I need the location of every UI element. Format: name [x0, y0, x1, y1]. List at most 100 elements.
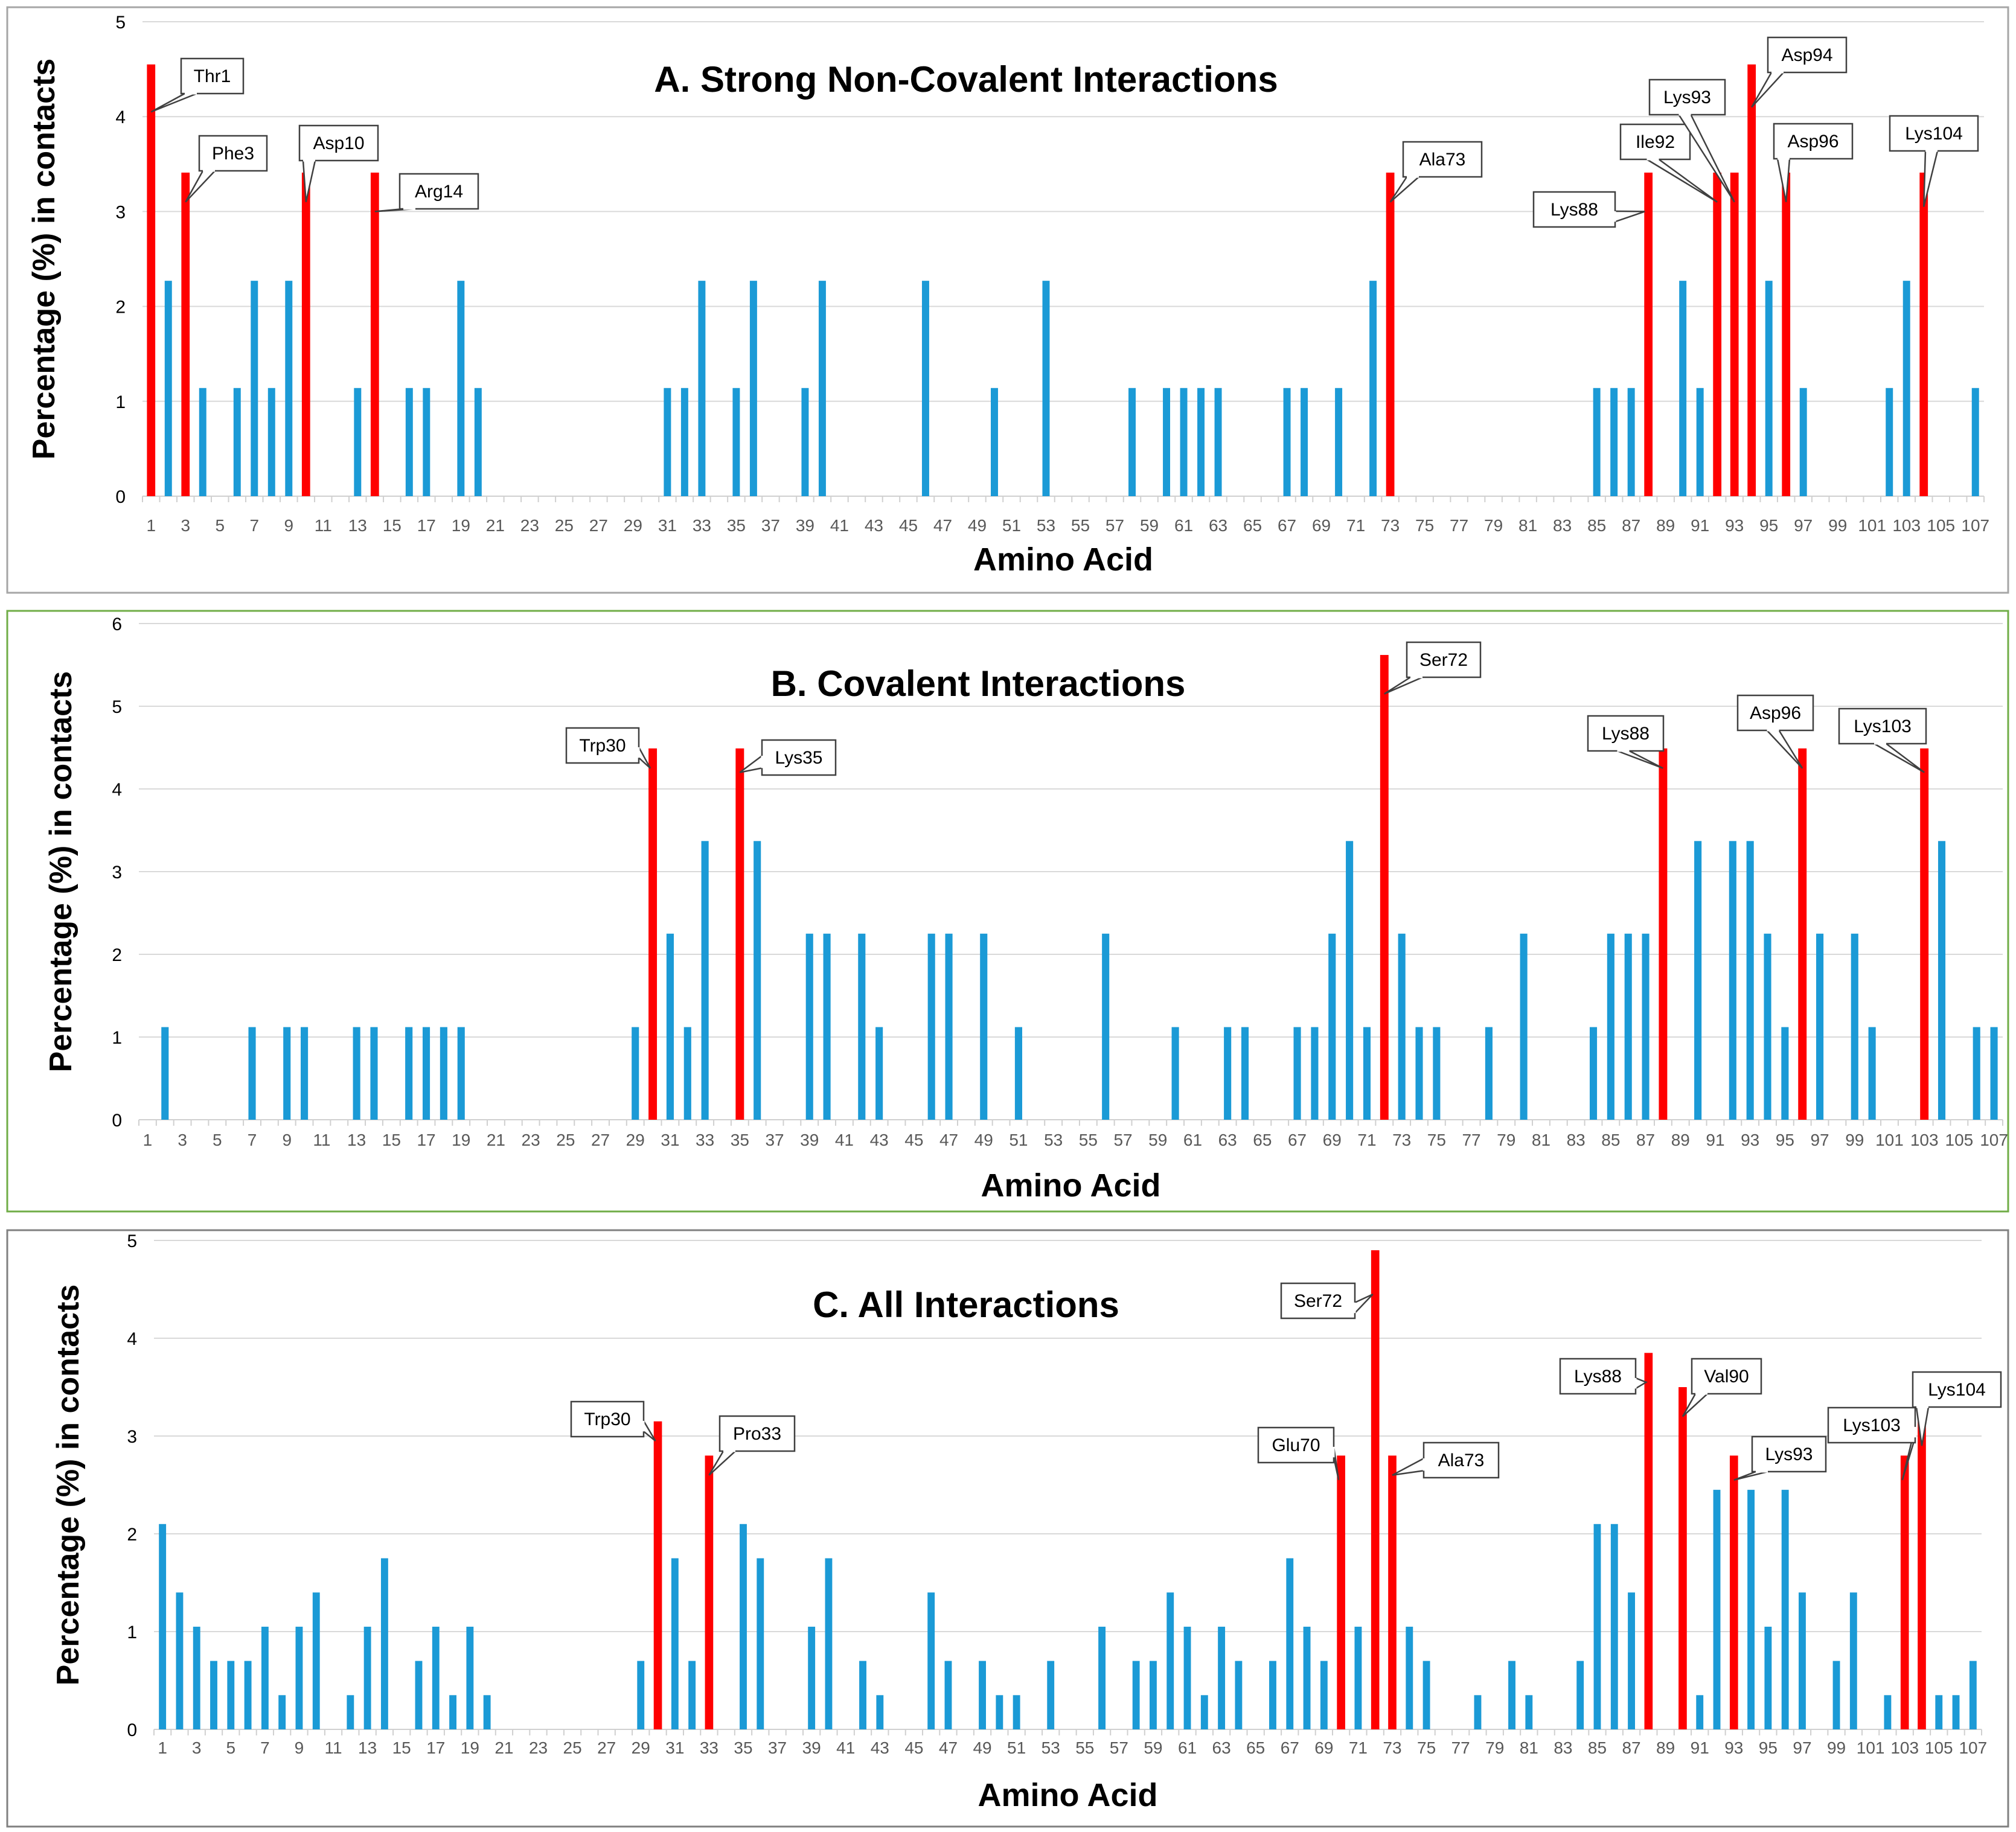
callout-label: Lys104: [1928, 1380, 1986, 1400]
highlight-bar: [1371, 1250, 1380, 1729]
data-bar: [1163, 388, 1171, 496]
data-bar: [301, 1027, 309, 1120]
data-bar: [996, 1695, 1003, 1729]
callout-pointer: [1389, 176, 1421, 203]
x-tick-label: 87: [1622, 516, 1640, 535]
data-bar: [457, 281, 465, 496]
data-bar: [1781, 1490, 1789, 1729]
callout-lys35: Lys35: [739, 739, 837, 776]
x-tick-label: 33: [700, 1738, 718, 1757]
x-tick-label: 1: [143, 1131, 153, 1149]
x-axis-title: Amino Acid: [978, 1777, 1157, 1813]
data-bar: [1589, 1027, 1598, 1120]
highlight-bar: [1730, 172, 1739, 496]
data-bar: [1235, 1661, 1243, 1729]
callout-box: [1767, 36, 1848, 74]
x-tick-label: 47: [939, 1131, 958, 1149]
x-tick-label: 75: [1417, 1738, 1436, 1757]
callout-label: Lys88: [1550, 200, 1598, 220]
callout-thr1: Thr1: [150, 57, 245, 113]
x-tick-label: 51: [1009, 1131, 1028, 1149]
data-bar: [1610, 388, 1618, 496]
callout-pointer: [1765, 729, 1803, 769]
x-tick-label: 57: [1106, 516, 1124, 535]
callout-label: Lys103: [1854, 717, 1912, 736]
highlight-bar: [1900, 1455, 1909, 1729]
callout-lys103: Lys103: [1838, 707, 1927, 773]
callout-ser72: Ser72: [1384, 641, 1482, 695]
data-bar: [825, 1558, 833, 1729]
x-tick-label: 9: [295, 1738, 304, 1757]
x-tick-label: 65: [1243, 516, 1262, 535]
x-tick-label: 105: [1945, 1131, 1974, 1149]
x-tick-label: 93: [1724, 1738, 1743, 1757]
callout-arg14: Arg14: [374, 173, 479, 212]
x-tick-label: 55: [1079, 1131, 1098, 1149]
data-bar: [637, 1661, 645, 1729]
x-tick-label: 61: [1183, 1131, 1202, 1149]
data-bar: [1593, 388, 1601, 496]
callout-box: [1532, 191, 1616, 228]
data-bar: [422, 1027, 430, 1120]
data-bar: [283, 1027, 291, 1120]
callout-label: Asp10: [313, 133, 364, 153]
data-bar: [1520, 933, 1528, 1120]
x-tick-label: 39: [802, 1738, 821, 1757]
x-tick-label: 7: [260, 1738, 270, 1757]
x-tick-label: 61: [1178, 1738, 1197, 1757]
data-bar: [1799, 1592, 1806, 1729]
x-tick-label: 45: [904, 1131, 923, 1149]
x-tick-label: 95: [1776, 1131, 1794, 1149]
data-bar: [1624, 933, 1632, 1120]
data-bar: [1593, 1524, 1601, 1729]
x-tick-label: 103: [1892, 516, 1921, 535]
data-bar: [1422, 1661, 1430, 1729]
data-bar: [1938, 841, 1946, 1120]
x-tick-label: 85: [1587, 516, 1606, 535]
data-bar: [818, 281, 826, 496]
y-tick-label: 0: [127, 1720, 137, 1740]
data-bar: [1576, 1661, 1584, 1729]
x-tick-label: 97: [1810, 1131, 1829, 1149]
callout-box: [398, 173, 479, 210]
x-tick-label: 95: [1759, 516, 1778, 535]
x-tick-label: 57: [1110, 1738, 1128, 1757]
highlight-bar: [1920, 748, 1929, 1120]
data-bar: [370, 1027, 378, 1120]
x-tick-label: 47: [939, 1738, 958, 1757]
x-tick-label: 107: [1959, 1738, 1987, 1757]
callout-label: Thr1: [194, 66, 231, 86]
chart-c-panel: 0 1 2 3 4 5 1 3 5 7 9 11 13 15 17 19 21 23 25 27 29 31 33 35 37 3…: [0, 1225, 2016, 1832]
callout-pointer: [1384, 676, 1423, 695]
callout-lys93: Lys93: [1733, 1435, 1827, 1481]
data-bar: [233, 388, 241, 496]
data-bar: [990, 388, 998, 496]
callout-label: Lys93: [1663, 88, 1711, 107]
callout-box: [570, 1400, 645, 1438]
callout-box: [1587, 715, 1665, 752]
callout-label: Lys103: [1843, 1415, 1901, 1435]
y-tick-label: 3: [127, 1427, 137, 1447]
callout-ala73: Ala73: [1392, 1441, 1500, 1479]
x-tick-label: 5: [215, 516, 225, 535]
x-tick-label: 55: [1075, 1738, 1094, 1757]
highlight-bar: [1388, 1455, 1397, 1729]
callout-box: [180, 57, 245, 95]
chart-b-panel: 0 1 2 3 4 5 6 1 3 5 7 9 11 13 15 17 19 21 23 25 27 29 31 33 35 37…: [0, 604, 2016, 1219]
data-bar: [457, 1027, 465, 1120]
highlight-bar: [147, 64, 156, 497]
data-bar: [754, 841, 761, 1120]
x-tick-label: 103: [1910, 1131, 1939, 1149]
data-bar: [1415, 1027, 1423, 1120]
data-bar: [1952, 1695, 1960, 1729]
data-bar: [921, 281, 929, 496]
data-bar: [1363, 1027, 1371, 1120]
data-bar: [1627, 388, 1635, 496]
x-tick-label: 33: [693, 516, 711, 535]
callout-box: [1619, 123, 1691, 161]
data-bar: [1328, 933, 1336, 1120]
data-bar: [1764, 933, 1771, 1120]
callout-lys88: Lys88: [1532, 191, 1645, 228]
callout-label: Trp30: [579, 736, 626, 756]
